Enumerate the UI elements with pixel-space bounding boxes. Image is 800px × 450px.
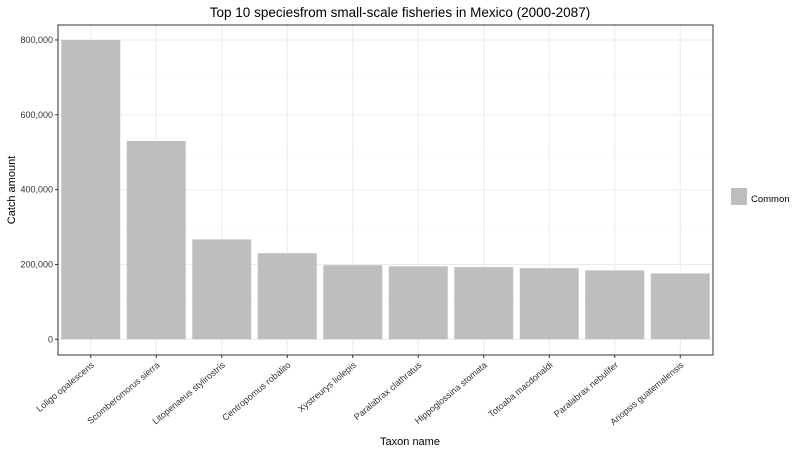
bar [126,140,186,340]
legend: Common [731,188,790,205]
y-tick-label: 600,000 [20,110,53,120]
y-axis: 0 200,000 400,000 600,000 800,000 [20,35,58,344]
x-tick-label: Litopenaeus stylirostris [150,360,227,427]
y-axis-title: Catch amount [6,156,18,224]
bar [61,39,121,340]
y-tick-label: 400,000 [20,185,53,195]
x-tick-label: Ariopsis guatemalensis [608,360,686,427]
bar [585,270,645,340]
bar [192,239,252,340]
bar [388,266,448,340]
x-tick-label: Centropomus robalito [220,360,292,423]
bar [454,267,514,340]
x-tick-label: Loligo opalescens [34,360,96,414]
x-tick-label: Paralabrax nebulifer [552,360,620,419]
y-tick-label: 800,000 [20,35,53,45]
x-tick-label: Paralabrax clathratus [352,360,424,423]
x-axis-title: Taxon name [380,436,440,448]
y-tick-label: 200,000 [20,259,53,269]
x-tick-label: Totoaba macdonaldi [486,360,554,419]
bar [650,273,710,340]
bar [519,268,579,340]
bar [323,265,383,340]
legend-key [731,188,747,205]
chart-title: Top 10 speciesfrom small-scale fisheries… [210,5,590,20]
x-tick-label: Scomberomorus sierra [85,360,161,426]
bar [257,253,317,340]
x-tick-label: Xystreurys liolepis [296,360,358,415]
legend-label: Common [751,194,790,205]
x-tick-label: Hippoglossina stomata [413,360,489,426]
y-tick-label: 0 [48,334,53,344]
bars [61,39,710,340]
